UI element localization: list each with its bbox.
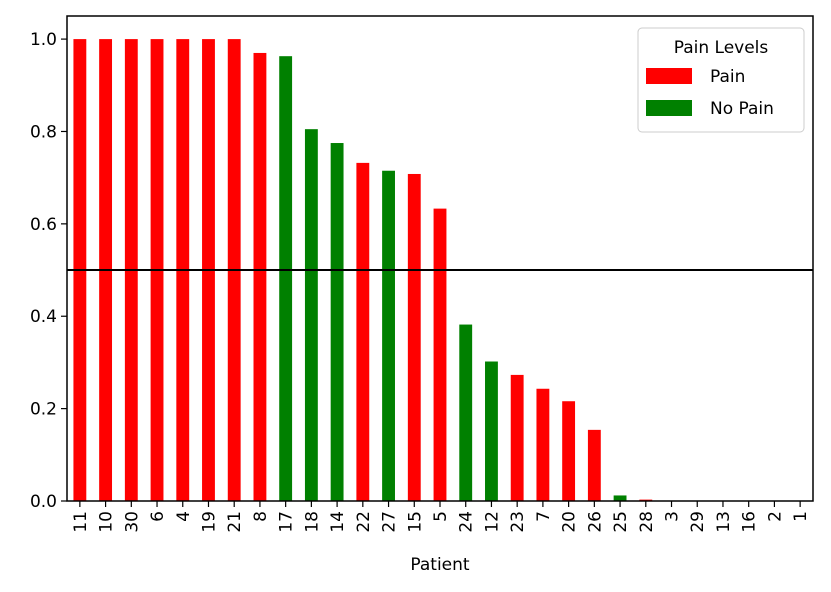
x-tick-label: 12 [482,511,502,533]
bar-patient-5 [433,208,447,501]
x-axis-title: Patient [410,555,470,575]
x-tick-label: 5 [431,511,451,522]
x-tick-label: 22 [354,511,374,533]
bar-patient-25 [613,495,627,501]
x-tick-label: 24 [457,511,477,533]
bar-patient-12 [485,361,498,501]
x-axis: 11 10 30 6 4 19 21 8 17 18 14 22 27 15 5 24 12 23 7 20 26 25 2… [71,501,811,533]
legend-swatch-no-pain [646,100,692,116]
x-tick-label: 6 [148,511,168,522]
x-tick-label: 25 [611,511,631,533]
bar-patient-7 [536,388,550,501]
legend-label-no-pain: No Pain [710,99,774,119]
bar-patient-22 [356,162,370,501]
x-tick-label: 15 [405,511,425,533]
bar-patient-26 [587,429,601,501]
bar-patient-8 [253,52,267,501]
x-tick-label: 8 [251,511,271,522]
x-tick-label: 21 [225,511,245,533]
x-tick-label: 16 [740,511,760,533]
y-tick-label: 1.0 [30,30,57,50]
legend: Pain Levels Pain No Pain [637,27,805,133]
x-tick-label: 29 [688,511,708,533]
x-tick-label: 18 [302,511,322,533]
bar-patient-17 [279,56,293,501]
y-tick-label: 0.6 [30,215,57,235]
y-tick-label: 0.2 [30,400,57,420]
x-tick-label: 1 [791,511,811,522]
x-tick-label: 14 [328,511,348,533]
legend-title: Pain Levels [674,38,769,58]
x-tick-label: 11 [71,511,91,533]
bar-patient-27 [382,170,395,501]
x-tick-label: 30 [122,511,142,533]
bar-patient-20 [562,401,576,501]
x-tick-label: 20 [560,511,580,533]
x-tick-label: 23 [508,511,528,533]
x-tick-label: 3 [663,511,683,522]
x-tick-label: 17 [277,511,297,533]
legend-label-pain: Pain [710,67,745,87]
bar-patient-14 [330,143,344,501]
bar-patient-15 [407,173,421,501]
x-tick-label: 28 [637,511,657,533]
legend-swatch-pain [646,68,692,84]
x-tick-label: 2 [765,511,785,522]
bar-patient-24 [459,324,473,501]
y-tick-label: 0.4 [30,307,57,327]
x-tick-label: 19 [199,511,219,533]
bar-patient-18 [304,129,318,501]
x-tick-label: 26 [585,511,605,533]
y-tick-label: 0.0 [30,492,57,512]
y-tick-label: 0.8 [30,122,57,142]
bar-patient-23 [510,374,524,501]
x-tick-label: 13 [714,511,734,533]
y-axis: 0.0 0.2 0.4 0.6 0.8 1.0 [30,30,67,512]
x-tick-label: 4 [174,511,194,522]
x-tick-label: 10 [97,511,117,533]
x-tick-label: 27 [380,511,400,533]
x-tick-label: 7 [534,511,554,522]
